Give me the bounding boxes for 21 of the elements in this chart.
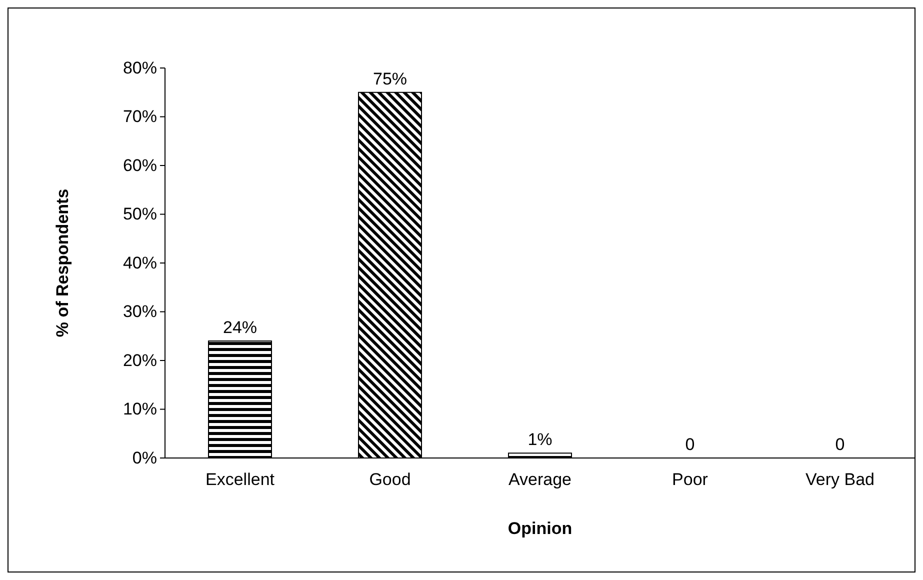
x-tick-label: Very Bad (806, 470, 874, 489)
y-tick-label: 50% (122, 204, 157, 224)
x-tick-label: Excellent (206, 470, 275, 489)
y-tick-label: 70% (122, 107, 157, 126)
data-label: 1% (528, 430, 552, 450)
x-axis-title: Opinion (508, 519, 572, 538)
x-tick-label: Good (369, 470, 411, 489)
y-tick-label: 30% (122, 302, 157, 322)
x-tick-label: Average (508, 470, 572, 489)
y-tick-label: 60% (122, 156, 157, 175)
data-label: 75% (372, 69, 408, 88)
y-tick-label: 10% (122, 400, 157, 419)
data-label: 0 (835, 435, 845, 454)
data-label: 24% (222, 318, 258, 337)
y-tick-label: 40% (122, 253, 157, 272)
y-tick-label: 0% (132, 448, 157, 468)
y-tick-label: 20% (122, 350, 157, 370)
x-tick-label: Poor (672, 470, 708, 489)
y-axis-title: % of Respondents (53, 188, 72, 338)
data-label: 0 (685, 435, 695, 454)
y-tick-label: 80% (122, 58, 157, 78)
